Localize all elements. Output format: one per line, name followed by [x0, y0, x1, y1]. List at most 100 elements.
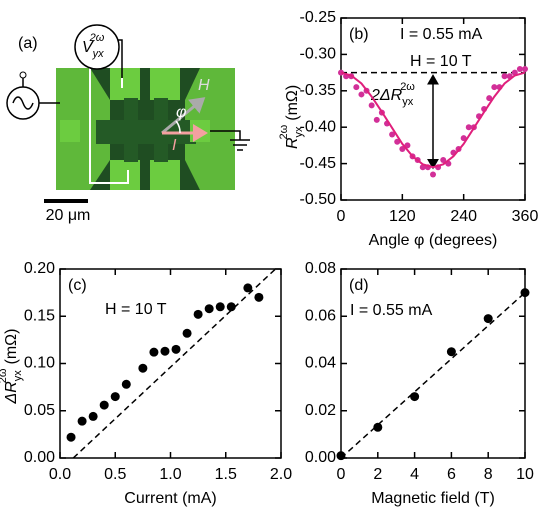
y-tick-label: 0.02 [305, 402, 336, 419]
y-tick-label: 0.04 [305, 355, 336, 372]
y-tick-label: 0.06 [305, 307, 336, 324]
voltage-sup: 2ω [89, 32, 105, 44]
data-point [254, 293, 263, 302]
y-tick-label: 0.00 [305, 449, 336, 466]
plot-frame [341, 269, 525, 458]
voltage-sub: yx [92, 48, 105, 60]
y-tick-label: -0.40 [300, 118, 337, 135]
data-point [374, 117, 380, 123]
data-point [89, 412, 98, 421]
data-point [122, 380, 131, 389]
panel-label: (d) [349, 277, 369, 294]
x-tick-label: 4 [410, 466, 419, 483]
y-tick-label: 0.20 [24, 260, 55, 277]
y-tick-label: -0.35 [300, 82, 337, 99]
y-axis-label-unit: (mΩ) [284, 85, 301, 121]
data-point [216, 302, 225, 311]
data-point [358, 91, 364, 97]
x-tick-label: 360 [512, 208, 539, 225]
y-tick-label: -0.30 [300, 46, 337, 63]
fit-line [73, 269, 275, 458]
data-point [100, 401, 109, 410]
channel [124, 98, 138, 162]
data-point [447, 347, 456, 356]
panel-label: (b) [349, 26, 369, 43]
figure: (a) Vyx2ω H φ I 20 μm 0120240360-0.50-0.… [0, 0, 552, 517]
x-tick-label: 2 [373, 466, 382, 483]
data-point [172, 345, 181, 354]
data-point [491, 84, 497, 90]
contact-pad [110, 68, 140, 100]
y-tick-label: -0.50 [300, 191, 337, 208]
data-point [353, 84, 359, 90]
x-tick-label: 8 [484, 466, 493, 483]
data-point [111, 392, 120, 401]
contact-pad [110, 160, 140, 190]
y-tick-label: 0.05 [24, 402, 55, 419]
panel-a: (a) Vyx2ω H φ I 20 μm [7, 25, 250, 224]
x-tick-label: 120 [389, 208, 416, 225]
data-point [369, 102, 375, 108]
x-axis-label: Current (mA) [124, 490, 216, 507]
scale-bar-label: 20 μm [46, 207, 91, 224]
field-label: H [198, 77, 210, 94]
y-axis-label-sub: yx [293, 126, 305, 138]
contact-pad [190, 120, 210, 142]
y-axis-label-sup: 2ω [0, 368, 9, 383]
y-tick-label: 0.00 [24, 449, 55, 466]
annotation: I = 0.55 mA [400, 26, 483, 43]
data-point [138, 364, 147, 373]
contact-pad [60, 120, 80, 142]
y-tick-label: -0.45 [300, 155, 337, 172]
y-tick-label: 0.10 [24, 355, 55, 372]
contact-pad [150, 160, 180, 190]
y-axis-label: Ryx2ω(mΩ) [278, 85, 305, 149]
arrow-label-sub: yx [402, 96, 414, 108]
page: {"panel_a": {"panel_label": "(a)", "volt… [0, 0, 552, 517]
x-tick-label: 0 [337, 208, 346, 225]
x-tick-label: 240 [450, 208, 477, 225]
annotation: H = 10 T [105, 301, 167, 318]
x-axis-label: Angle φ (degrees) [369, 232, 498, 249]
x-tick-label: 10 [516, 466, 534, 483]
y-axis-label-base: ΔR [3, 381, 20, 405]
panel-label: (a) [18, 35, 38, 52]
x-tick-label: 1.0 [159, 466, 181, 483]
data-point [502, 73, 508, 79]
contact-pad [150, 68, 180, 100]
y-axis-label-sup: 2ω [278, 124, 290, 139]
y-tick-label: 0.15 [24, 307, 55, 324]
y-tick-label: -0.25 [300, 9, 337, 26]
data-point [466, 124, 472, 130]
y-tick-label: 0.08 [305, 260, 336, 277]
y-axis-label-unit: (mΩ) [3, 329, 20, 365]
data-point [410, 392, 419, 401]
arrow-label-sup: 2ω [400, 81, 415, 93]
plot-frame [60, 269, 281, 458]
annotation: H = 10 T [410, 53, 472, 70]
data-point [160, 347, 169, 356]
angle-label: φ [176, 104, 186, 121]
x-axis-label: Magnetic field (T) [371, 490, 495, 507]
data-point [517, 66, 523, 72]
data-point [430, 172, 436, 178]
y-axis-label: ΔRyx2ω (mΩ) [0, 329, 24, 405]
data-point [484, 314, 493, 323]
panel-label: (c) [68, 277, 87, 294]
current-label: I [172, 137, 177, 154]
data-point [183, 329, 192, 338]
x-tick-label: 2.0 [270, 466, 292, 483]
x-tick-label: 1.5 [215, 466, 237, 483]
x-tick-label: 6 [447, 466, 456, 483]
data-point [205, 304, 214, 313]
data-point [149, 348, 158, 357]
data-point [67, 433, 76, 442]
data-point [522, 66, 528, 72]
annotation: I = 0.55 mA [350, 302, 433, 319]
x-tick-label: 0 [337, 466, 346, 483]
data-point [78, 417, 87, 426]
terminal [20, 72, 26, 78]
data-point [194, 310, 203, 319]
y-axis-label-sub: yx [12, 370, 24, 382]
x-tick-label: 0.5 [104, 466, 126, 483]
